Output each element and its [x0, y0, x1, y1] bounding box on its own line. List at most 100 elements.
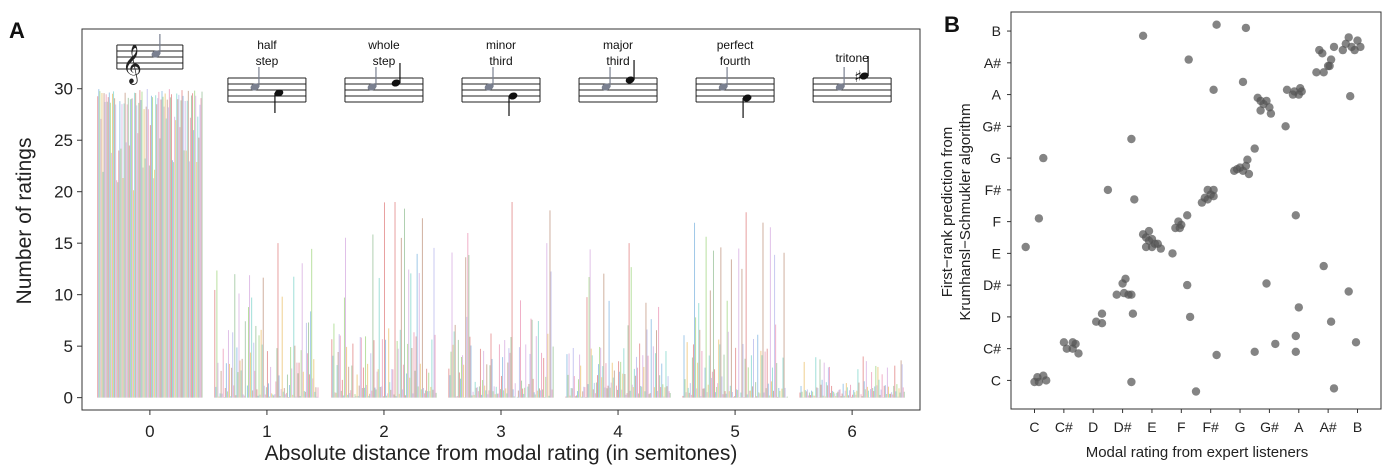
panel-a-notation: 𝄞 half step whole step minor third major third pe… [116, 34, 892, 118]
x-tick-label: A# [1320, 419, 1337, 435]
scatter-point [1250, 144, 1259, 153]
y-tick-label: 15 [54, 234, 73, 253]
panel-b-plot-frame [1010, 11, 1382, 410]
scatter-point [1244, 169, 1254, 179]
scatter-point [1183, 280, 1192, 290]
x-tick-label: F [1177, 419, 1186, 435]
scatter-point [1351, 338, 1361, 347]
x-tick-label: 0 [145, 422, 154, 441]
panel-a-bars [97, 89, 905, 398]
scatter-point [1141, 242, 1151, 252]
interval-label: step [373, 54, 396, 68]
y-tick-label: D# [983, 277, 1001, 293]
x-tick-label: G [1235, 419, 1246, 435]
scatter-point [1297, 87, 1306, 96]
scatter-point [1147, 242, 1157, 252]
scatter-point [1209, 185, 1218, 195]
y-tick-label: B [992, 23, 1001, 39]
scatter-point [1097, 319, 1107, 328]
scatter-point [1177, 220, 1186, 229]
scatter-point [1127, 134, 1136, 144]
scatter-point [1318, 49, 1327, 58]
panel-b-y-axis-title-line2: Krumhansl−Schmukler algorithm [957, 103, 974, 320]
sharp-icon: ♯ [854, 67, 862, 86]
y-tick-label: 25 [54, 131, 73, 150]
x-tick-label: C [1029, 419, 1039, 435]
scatter-point [1144, 226, 1154, 236]
y-tick-label: C [991, 372, 1001, 388]
scatter-point [1281, 122, 1290, 131]
scatter-point [1156, 244, 1166, 253]
scatter-point [1344, 287, 1353, 296]
scatter-point [1312, 68, 1321, 77]
y-tick-label: F# [985, 182, 1002, 198]
panel-b-points [1021, 20, 1365, 396]
panel-a-letter: A [9, 18, 25, 43]
x-tick-label: D [1088, 419, 1098, 435]
x-tick-label: G# [1260, 419, 1279, 435]
scatter-point [1074, 349, 1083, 358]
scatter-point [1329, 384, 1339, 393]
scatter-point [1353, 36, 1362, 45]
y-tick-label: D [991, 309, 1001, 325]
scatter-point [1062, 344, 1072, 353]
y-tick-label: G [990, 150, 1001, 166]
scatter-point [1103, 185, 1113, 195]
scatter-point [1271, 339, 1280, 349]
interval-label: tritone [835, 51, 869, 65]
scatter-point [1127, 290, 1136, 299]
scatter-point [1184, 55, 1193, 64]
treble-clef-icon: 𝄞 [122, 44, 142, 85]
y-tick-label: 5 [64, 337, 73, 356]
y-tick-label: 30 [54, 80, 73, 99]
scatter-point [1294, 303, 1304, 312]
scatter-point [1042, 376, 1051, 385]
interval-label: step [256, 54, 279, 68]
interval-label: third [489, 54, 512, 68]
scatter-point [1291, 211, 1301, 220]
staff-notation-icon: 𝄞 [116, 34, 184, 85]
x-tick-label: C# [1055, 419, 1073, 435]
y-tick-label: G# [982, 118, 1001, 134]
scatter-point [1346, 92, 1355, 101]
scatter-point [1127, 377, 1136, 387]
scatter-point [1212, 350, 1221, 360]
scatter-point [1183, 211, 1192, 220]
scatter-point [1034, 214, 1044, 223]
staff-notation-icon: ♯ [812, 56, 892, 103]
x-tick-label: 2 [379, 422, 388, 441]
panel-b-y-axis-title: First−rank prediction from Krumhansl−Sch… [939, 103, 974, 320]
scatter-point [1128, 309, 1138, 318]
y-tick-label: A [992, 87, 1002, 103]
scatter-point [1256, 106, 1265, 115]
interval-label: major [603, 38, 633, 52]
scatter-point [1241, 161, 1251, 171]
scatter-point [1291, 331, 1301, 341]
scatter-point [1209, 85, 1218, 95]
scatter-point [1329, 42, 1339, 52]
scatter-point [1059, 338, 1069, 347]
y-tick-label: E [992, 245, 1001, 261]
y-tick-label: 0 [64, 389, 73, 408]
interval-label: perfect [717, 38, 754, 52]
panel-a-plot-frame [81, 28, 921, 411]
scatter-point [1112, 290, 1121, 299]
scatter-point [1130, 195, 1139, 204]
x-tick-label: 5 [730, 422, 739, 441]
scatter-point [1039, 153, 1048, 163]
panel-a: A 0 5 10 15 20 25 30 0 1 2 3 4 5 6 𝄞 half step whole ste… [9, 18, 921, 465]
panel-b-letter: B [944, 12, 960, 37]
scatter-point [1243, 155, 1252, 164]
interval-label: third [606, 54, 629, 68]
scatter-point [1262, 279, 1271, 288]
scatter-point [1250, 347, 1259, 356]
panel-b-x-axis-title: Modal rating from expert listeners [1086, 444, 1309, 461]
x-tick-label: 4 [613, 422, 622, 441]
y-tick-label: C# [983, 341, 1001, 357]
scatter-point [1203, 185, 1212, 195]
scatter-point [1212, 20, 1221, 29]
scatter-point [1021, 242, 1030, 252]
scatter-point [1209, 192, 1218, 201]
scatter-point [1319, 68, 1328, 77]
